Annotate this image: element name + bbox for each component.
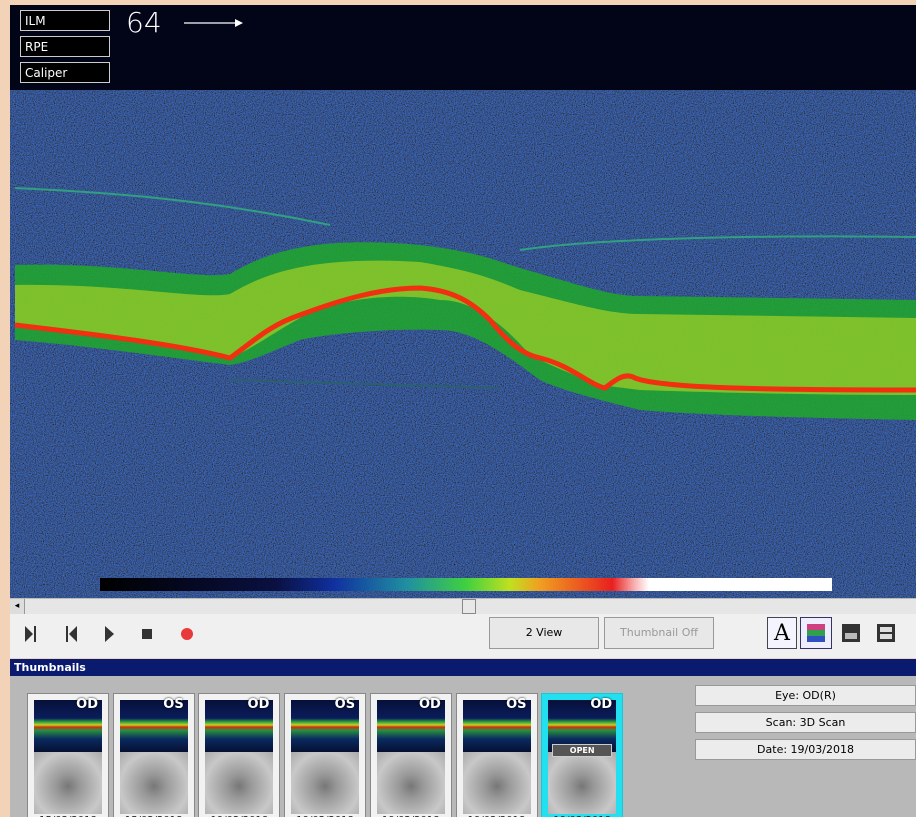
thumbnails-header: Thumbnails — [10, 659, 916, 676]
thumbnail-eye: OD — [76, 697, 98, 712]
two-view-button[interactable]: 2 View — [489, 617, 599, 649]
thumbnails-panel: Eye: OD(R) Scan: 3D Scan Date: 19/03/201… — [10, 676, 916, 817]
layer-button[interactable]: ILM — [20, 10, 110, 31]
layer-button[interactable]: RPE — [20, 36, 110, 57]
thumbnail-fundus — [291, 752, 359, 814]
thumbnail[interactable]: OS15/02/2018 — [113, 693, 195, 817]
info-field: Date: 19/03/2018 — [695, 739, 916, 760]
thumbnail-fundus — [548, 752, 616, 814]
thumbnail-fundus — [377, 752, 445, 814]
playback-controls — [10, 614, 210, 654]
layer-button[interactable]: Caliper — [20, 62, 110, 83]
record[interactable] — [181, 628, 193, 640]
skip-end[interactable] — [25, 626, 36, 642]
open-label[interactable]: OPEN — [552, 744, 612, 757]
screen: ILM RPE Caliper 64 ◂ 2 View Thumbnail Of… — [0, 0, 916, 817]
thumbnail[interactable]: OD15/02/2018 — [27, 693, 109, 817]
thumbnail-fundus — [463, 752, 531, 814]
scroll-thumb[interactable] — [462, 599, 476, 614]
thumbnail-eye: OS — [163, 697, 183, 712]
thumbnail[interactable]: OS19/02/2018 — [456, 693, 538, 817]
view-mode-buttons — [800, 617, 916, 649]
info-field: Eye: OD(R) — [695, 685, 916, 706]
thumbnail-off-button[interactable]: Thumbnail Off — [604, 617, 714, 649]
info-field: Scan: 3D Scan — [695, 712, 916, 733]
thumbnail[interactable]: OS19/02/2018 — [284, 693, 366, 817]
thumbnail-eye: OD — [248, 697, 270, 712]
stop[interactable] — [142, 629, 152, 639]
toolbar: 2 View Thumbnail Off A — [10, 614, 916, 658]
thumbnail-fundus — [205, 752, 273, 814]
scroll-left[interactable]: ◂ — [10, 599, 25, 614]
thumbnails-title: Thumbnails — [14, 661, 86, 674]
layout-button[interactable] — [877, 624, 895, 642]
thumbnail-eye: OS — [506, 697, 526, 712]
step-back[interactable] — [66, 626, 77, 642]
thumbnail-eye: OD — [590, 697, 612, 712]
thumbnail-eye: OS — [335, 697, 355, 712]
thumbnail-fundus — [34, 752, 102, 814]
thumbnail-eye: OD — [419, 697, 441, 712]
thumbnail[interactable]: OD19/02/2018 — [370, 693, 452, 817]
font-button[interactable]: A — [767, 617, 797, 649]
scrollbar[interactable]: ◂ — [10, 598, 916, 615]
frame-number: 64 — [126, 6, 162, 39]
oct-scan — [10, 5, 916, 598]
thumbnail-fundus — [120, 752, 188, 814]
thumbnail[interactable]: OD19/03/2018OPEN — [541, 693, 623, 817]
play[interactable] — [105, 626, 114, 642]
thumbnail[interactable]: OD19/02/2018 — [198, 693, 280, 817]
